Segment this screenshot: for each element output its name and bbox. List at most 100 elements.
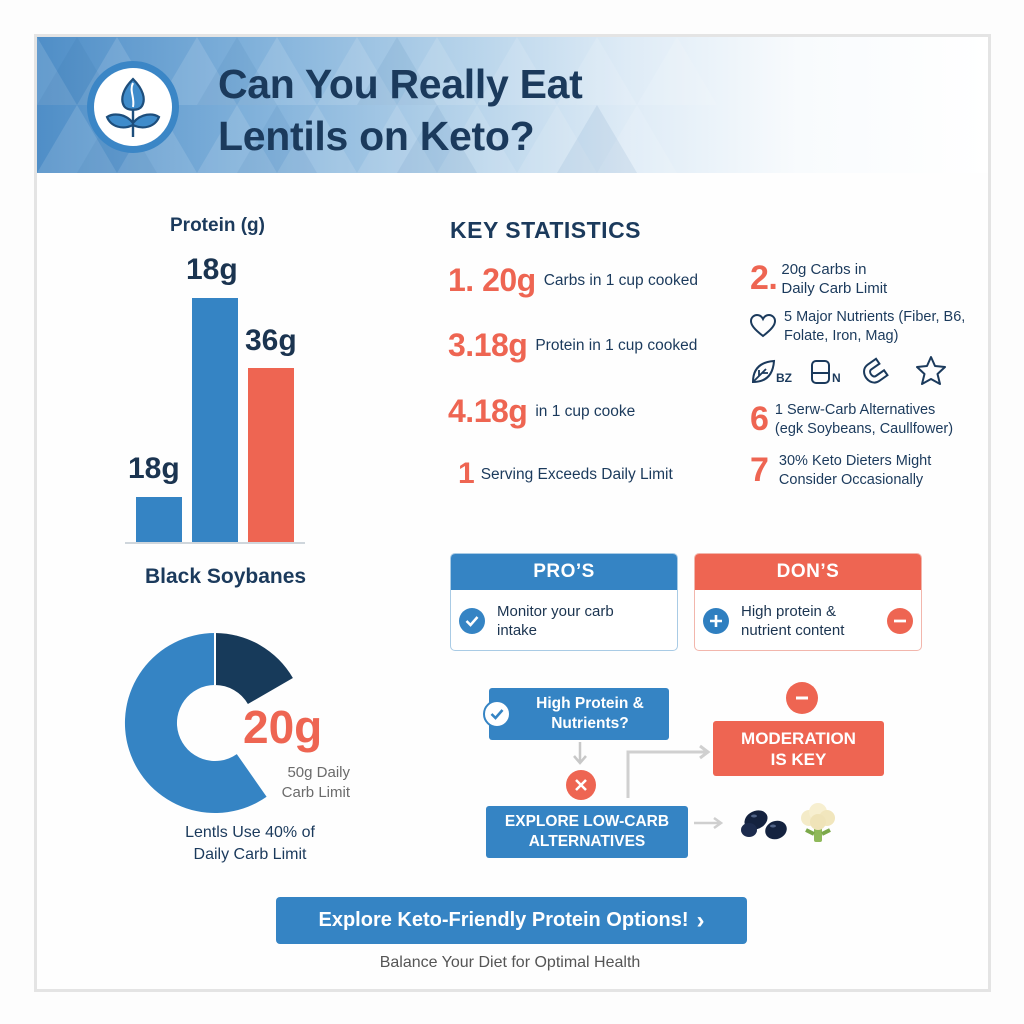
pros-text: Monitor your carb intake xyxy=(497,602,614,640)
title-line-2: Lentils on Keto? xyxy=(218,113,535,159)
stat-4-value: 4.18g xyxy=(448,393,528,429)
bar-chart-xlabel: Black Soybanes xyxy=(145,565,307,588)
logo-badge xyxy=(87,61,179,153)
bar-2 xyxy=(192,298,238,542)
black-soybeans-icon xyxy=(741,810,787,840)
stat-serving-value: 1 xyxy=(458,457,475,490)
pros-text-line-2: intake xyxy=(497,622,538,639)
magnet-icon xyxy=(862,357,889,384)
stat-4-text: in 1 cup cooke xyxy=(535,403,636,420)
moderation-box: MODERATION IS KEY xyxy=(713,721,884,776)
stat-serving: 1 Serving Exceeds Daily Limit xyxy=(458,457,673,491)
flow-question-box[interactable]: High Protein & Nutrients? xyxy=(489,688,669,740)
donut-center-value: 20g xyxy=(243,701,323,753)
explore-alternatives-text: EXPLORE LOW-CARB ALTERNATIVES xyxy=(505,812,669,852)
arrow-down-icon xyxy=(573,742,587,765)
stat-7: 7 30% Keto Dieters Might Consider Occasi… xyxy=(750,451,931,490)
sprout-icon xyxy=(105,77,161,137)
stat-6-value: 6 xyxy=(750,400,769,438)
bar-3 xyxy=(248,368,294,542)
donut-sub-line-2: Carb Limit xyxy=(281,784,350,801)
key-statistics-heading: KEY STATISTICS xyxy=(450,217,642,243)
stat-4: 4.18g in 1 cup cooke xyxy=(448,393,635,430)
flow-question-line-1: High Protein & xyxy=(536,695,644,712)
stat-6-line-2: (egk Soybeans, Caullfower) xyxy=(774,420,954,437)
cons-body: High protein & nutrient content xyxy=(695,590,921,650)
chevron-right-icon: › xyxy=(696,906,705,934)
donut-caption-line-1: Lentls Use 40% of xyxy=(185,824,315,841)
leaf-icon xyxy=(751,359,776,384)
stat-2-line-2: Daily Carb Limit xyxy=(781,279,888,297)
flow-question-text: High Protein & Nutrients? xyxy=(536,694,644,734)
nutrient-icon-row: BZ N xyxy=(750,355,947,385)
stat-7-value: 7 xyxy=(750,451,769,489)
bar-1-label: 18g xyxy=(128,452,180,485)
x-circle-icon xyxy=(566,770,596,800)
moderation-text: MODERATION IS KEY xyxy=(741,728,856,770)
explore-alternatives-button[interactable]: EXPLORE LOW-CARB ALTERNATIVES xyxy=(486,806,688,858)
stat-1-value: 1. 20g xyxy=(448,262,536,298)
icon-label-n: N xyxy=(832,371,841,385)
cta-label: Explore Keto-Friendly Protein Options! xyxy=(318,909,689,931)
explore-line-2: ALTERNATIVES xyxy=(528,833,646,850)
minus-circle-icon xyxy=(887,608,913,634)
check-circle-icon xyxy=(483,700,511,728)
icon-item-battery: N xyxy=(810,359,841,385)
bar-chart-baseline xyxy=(125,542,305,544)
donut-sub-line-1: 50g Daily xyxy=(287,764,350,781)
bar-3-label: 36g xyxy=(245,324,297,357)
stat-6-line-1: 1 Serw-Carb Alternatives xyxy=(774,401,936,418)
pros-body: Monitor your carb intake xyxy=(451,590,677,650)
minus-circle-icon xyxy=(786,682,818,714)
cauliflower-icon xyxy=(801,803,835,842)
stat-nutrients-line-1: 5 Major Nutrients (Fiber, B6, xyxy=(784,309,966,325)
battery-icon xyxy=(811,360,830,384)
moderation-line-1: MODERATION xyxy=(741,728,856,748)
flow-question-line-2: Nutrients? xyxy=(551,715,629,732)
cons-card: DON’S High protein & nutrient content xyxy=(694,553,922,651)
title-line-1: Can You Really Eat xyxy=(218,61,583,107)
moderation-line-2: IS KEY xyxy=(770,749,827,769)
arrow-elbow-icon xyxy=(626,744,711,798)
bar-1 xyxy=(136,497,182,542)
stat-7-line-1: 30% Keto Dieters Might xyxy=(778,452,932,469)
stat-6-text: 1 Serw-Carb Alternatives (egk Soybeans, … xyxy=(775,401,953,439)
stat-7-line-2: Consider Occasionally xyxy=(778,471,924,488)
stat-3-text: Protein in 1 cup cooked xyxy=(535,337,698,354)
bar-chart-title: Protein (g) xyxy=(170,215,265,236)
stat-2-value: 2. xyxy=(750,259,778,297)
plus-circle-icon xyxy=(703,608,729,634)
cons-text: High protein & nutrient content xyxy=(741,602,887,640)
cons-header: DON’S xyxy=(695,554,921,590)
donut-caption: Lentls Use 40% of Daily Carb Limit xyxy=(160,822,340,866)
explore-line-1: EXPLORE LOW-CARB xyxy=(504,813,670,830)
stat-6: 6 1 Serw-Carb Alternatives (egk Soybeans… xyxy=(750,400,953,439)
arrow-right-icon xyxy=(694,816,724,830)
stat-3-value: 3.18g xyxy=(448,327,528,363)
cons-text-line-2: nutrient content xyxy=(741,622,845,639)
stat-serving-text: Serving Exceeds Daily Limit xyxy=(480,465,673,483)
donut-caption-line-2: Daily Carb Limit xyxy=(193,846,307,863)
explore-protein-options-button[interactable]: Explore Keto-Friendly Protein Options! › xyxy=(276,897,747,944)
stat-nutrients: 5 Major Nutrients (Fiber, B6, Folate, Ir… xyxy=(750,308,965,346)
stat-2-line-1: 20g Carbs in xyxy=(781,260,867,278)
stat-2: 2. 20g Carbs in Daily Carb Limit xyxy=(750,259,887,298)
donut-sub-label: 50g Daily Carb Limit xyxy=(268,763,350,803)
stat-nutrients-line-2: Folate, Iron, Mag) xyxy=(784,328,899,344)
stat-nutrients-text: 5 Major Nutrients (Fiber, B6, Folate, Ir… xyxy=(784,308,965,346)
stat-1-text: Carbs in 1 cup cooked xyxy=(543,272,698,289)
pros-text-line-1: Monitor your carb xyxy=(497,603,614,620)
stat-7-text: 30% Keto Dieters Might Consider Occasion… xyxy=(779,452,931,490)
stat-3: 3.18g Protein in 1 cup cooked xyxy=(448,327,697,364)
heart-icon xyxy=(750,314,776,338)
triangle-pattern xyxy=(37,37,717,173)
bar-2-label: 18g xyxy=(186,253,238,286)
icon-item-leaf: BZ xyxy=(750,359,792,385)
stat-1: 1. 20g Carbs in 1 cup cooked xyxy=(448,262,698,299)
check-circle-icon xyxy=(459,608,485,634)
header-banner xyxy=(37,37,988,173)
star-icon xyxy=(915,356,946,385)
stat-2-text: 20g Carbs in Daily Carb Limit xyxy=(781,260,887,298)
icon-label-bz: BZ xyxy=(776,371,792,385)
page-title: Can You Really Eat Lentils on Keto? xyxy=(218,58,583,162)
